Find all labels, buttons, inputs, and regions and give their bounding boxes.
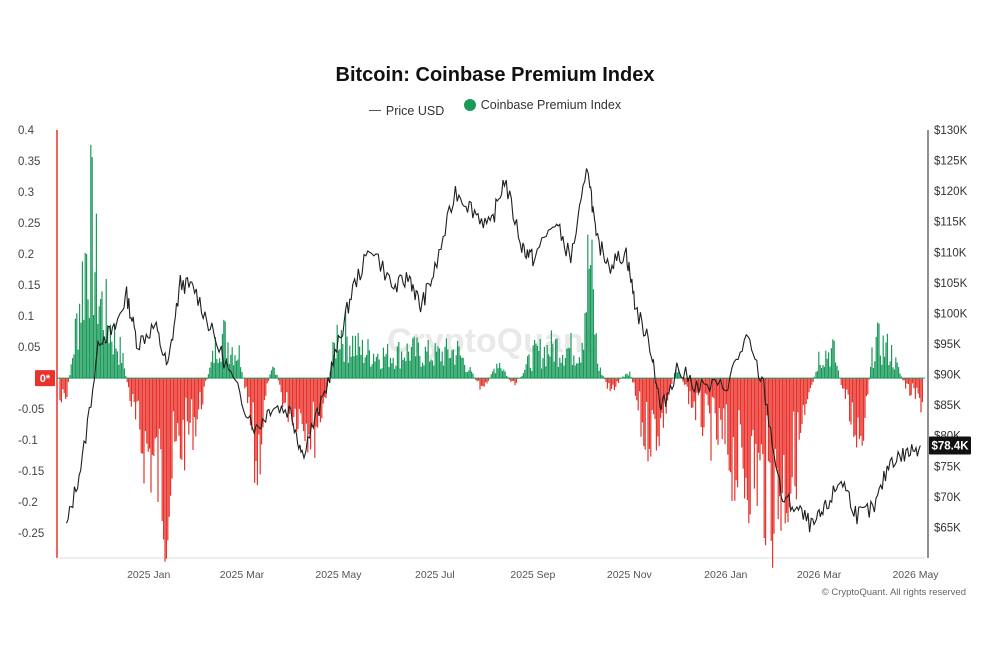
right-tick-label: $90K bbox=[934, 370, 961, 382]
right-tick-label: $95K bbox=[934, 339, 961, 351]
right-tick-label: $125K bbox=[934, 156, 968, 168]
left-tick-label: 0.05 bbox=[18, 342, 40, 354]
legend-item-premium[interactable]: Coinbase Premium Index bbox=[463, 98, 622, 112]
legend-line-swatch bbox=[368, 110, 381, 111]
zero-badge bbox=[35, 370, 55, 387]
left-tick-label: -0.15 bbox=[18, 466, 44, 478]
price-line bbox=[65, 168, 921, 533]
chart-legend: Price USD Coinbase Premium Index bbox=[0, 98, 990, 118]
zero-label: 0* bbox=[40, 373, 51, 385]
right-tick-label: $130K bbox=[934, 125, 968, 137]
watermark: CryptoQuant bbox=[387, 322, 595, 360]
legend-label-price: Price USD bbox=[385, 103, 445, 118]
right-tick-label: $120K bbox=[934, 186, 968, 198]
left-tick-label: 0.25 bbox=[18, 218, 40, 230]
x-tick-label: 2025 Mar bbox=[220, 569, 265, 581]
legend-item-price[interactable]: Price USD bbox=[368, 103, 445, 118]
x-tick-label: 2025 Sep bbox=[510, 569, 555, 581]
x-tick-label: 2026 May bbox=[892, 569, 939, 581]
right-tick-label: $75K bbox=[934, 461, 961, 473]
left-tick-label: -0.25 bbox=[18, 528, 44, 540]
legend-label-premium: Coinbase Premium Index bbox=[480, 98, 622, 112]
current-price-badge bbox=[929, 436, 971, 455]
left-tick-label: -0.2 bbox=[18, 497, 38, 509]
x-tick-label: 2025 Jan bbox=[127, 569, 170, 581]
x-tick-label: 2026 Jan bbox=[704, 569, 747, 581]
right-tick-label: $115K bbox=[934, 217, 967, 229]
right-tick-label: $110K bbox=[934, 247, 967, 259]
left-tick-label: 0.4 bbox=[18, 125, 35, 137]
right-tick-label: $70K bbox=[934, 492, 961, 504]
left-tick-label: -0.1 bbox=[18, 435, 38, 447]
x-tick-label: 2026 Mar bbox=[797, 569, 842, 581]
left-tick-label: 0.3 bbox=[18, 187, 34, 199]
right-tick-label: $100K bbox=[934, 308, 968, 320]
x-tick-label: 2025 May bbox=[315, 569, 362, 581]
current-price-label: $78.4K bbox=[931, 440, 969, 452]
right-tick-label: $105K bbox=[934, 278, 968, 290]
left-tick-label: 0.35 bbox=[18, 156, 40, 168]
x-tick-label: 2025 Nov bbox=[607, 569, 653, 581]
right-tick-label: $65K bbox=[934, 522, 961, 534]
x-tick-label: 2025 Jul bbox=[415, 569, 455, 581]
right-tick-label: $85K bbox=[934, 400, 961, 412]
left-tick-label: 0.1 bbox=[18, 311, 34, 323]
copyright-text: © CryptoQuant. All rights reserved bbox=[821, 587, 966, 598]
legend-dot-swatch bbox=[463, 99, 476, 111]
chart-title: Bitcoin: Coinbase Premium Index bbox=[335, 64, 655, 86]
left-tick-label: 0.2 bbox=[18, 249, 34, 261]
left-tick-label: 0.15 bbox=[18, 280, 40, 292]
left-tick-label: -0.05 bbox=[18, 404, 44, 416]
